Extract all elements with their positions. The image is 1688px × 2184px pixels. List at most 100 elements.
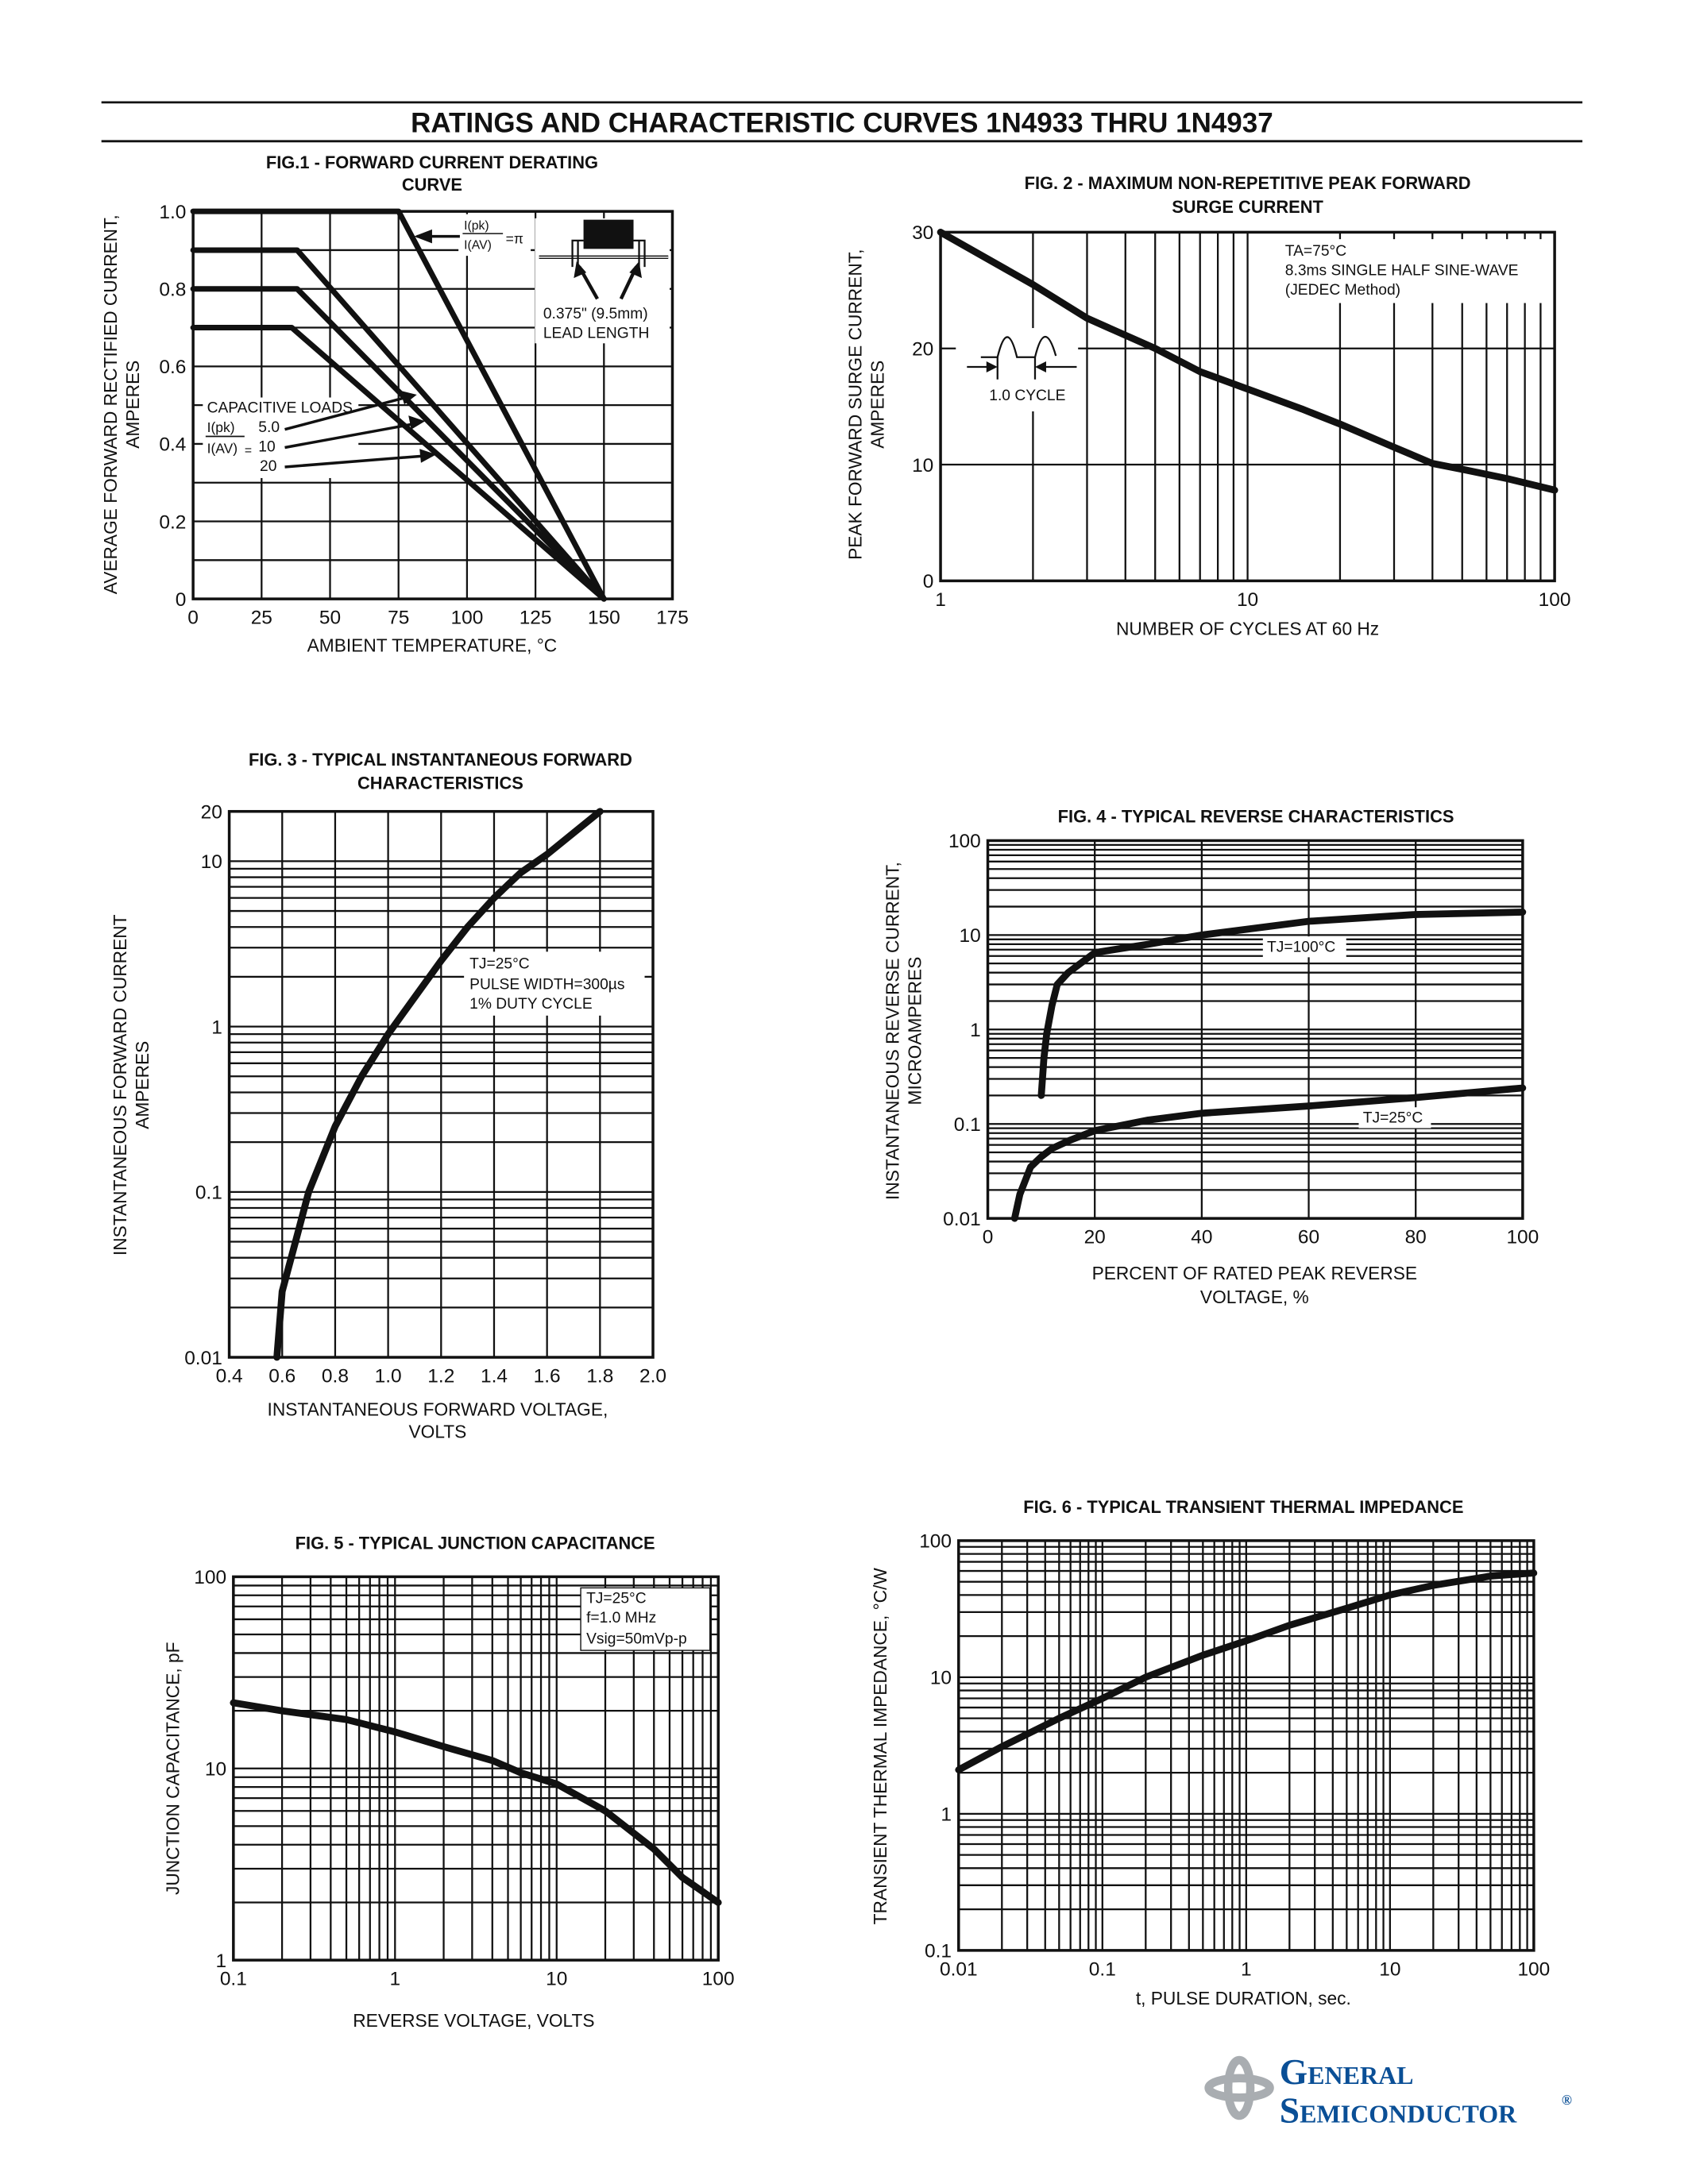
plot-frame <box>191 210 674 600</box>
y-tick-label: 1 <box>211 1017 222 1038</box>
series-label-pi: =π <box>506 230 523 246</box>
chart-title: SURGE CURRENT <box>1172 197 1323 217</box>
chart-title: FIG. 3 - TYPICAL INSTANTANEOUS FORWARD <box>249 750 632 770</box>
annotation-backdrop <box>1358 1107 1431 1129</box>
plot-frame <box>227 809 655 1359</box>
chart-title: CHARACTERISTICS <box>357 774 523 793</box>
arrow-head-icon <box>414 229 432 244</box>
x-axis-label: NUMBER OF CYCLES AT 60 Hz <box>1116 619 1379 639</box>
x-tick-label: 1.4 <box>481 1366 508 1387</box>
diode-lead-icon <box>539 219 669 300</box>
x-tick-label: 100 <box>1517 1958 1550 1980</box>
x-tick-label: 0 <box>187 608 199 629</box>
y-tick-label: 20 <box>912 338 933 360</box>
y-tick-label: 0 <box>923 571 934 592</box>
fig1-derating-chart: FIG.1 - FORWARD CURRENT DERATING CURVE A… <box>100 152 689 656</box>
x-axis-label: VOLTAGE, % <box>1200 1287 1309 1307</box>
annotation-backdrop <box>464 951 645 1016</box>
x-axis-label: AMBIENT TEMPERATURE, °C <box>307 635 558 656</box>
y-tick-label: 0.2 <box>159 511 186 533</box>
page-title: RATINGS AND CHARACTERISTIC CURVES 1N4933… <box>411 107 1273 138</box>
condition-note: Vsig=50mVp-p <box>586 1630 687 1647</box>
x-tick-label: 25 <box>251 608 272 629</box>
x-tick-label: 0.4 <box>216 1366 243 1387</box>
x-tick-label: 0.01 <box>940 1958 978 1980</box>
condition-note: 1% DUTY CYCLE <box>469 996 593 1013</box>
y-tick-label: 10 <box>930 1668 952 1689</box>
x-tick-label: 2.0 <box>639 1366 666 1387</box>
y-tick-label: 1.0 <box>159 202 186 223</box>
y-tick-label: 100 <box>948 831 981 852</box>
series-line-1 <box>955 1569 1538 1773</box>
plot-frame <box>986 839 1524 1220</box>
y-tick-label: 10 <box>201 851 222 873</box>
x-tick-label: 0.6 <box>268 1366 295 1387</box>
inset-backdrop <box>956 328 1079 412</box>
annotation-backdrop <box>1278 239 1545 303</box>
x-tick-label: 1 <box>1241 1958 1252 1980</box>
x-tick-label: 10 <box>1379 1958 1400 1980</box>
general-semiconductor-logo: General Semiconductor ® <box>1204 2051 1572 2131</box>
x-tick-label: 40 <box>1191 1227 1212 1248</box>
x-tick-label: 0 <box>983 1227 994 1248</box>
lead-length-note: LEAD LENGTH <box>543 325 650 341</box>
chart-annotations: I(pk) I(AV) =π 0.375" (9.5mm) LEAD LENGT… <box>203 214 1545 1651</box>
x-tick-label: 150 <box>588 608 620 629</box>
y-tick-label: 10 <box>205 1758 226 1780</box>
y-tick-label: 0.1 <box>195 1183 222 1204</box>
series-line-1 <box>273 808 604 1361</box>
condition-note: f=1.0 MHz <box>586 1610 656 1626</box>
y-tick-label: 0.8 <box>159 279 186 300</box>
series-line-1 <box>190 208 607 602</box>
x-tick-label: 10 <box>1237 589 1258 611</box>
x-tick-label: 100 <box>702 1969 735 1990</box>
fig6-thermal-impedance-chart: FIG. 6 - TYPICAL TRANSIENT THERMAL IMPED… <box>870 1497 1550 2008</box>
x-tick-label: 0.8 <box>322 1366 349 1387</box>
grid-lines <box>228 810 655 1359</box>
series-label-5: 5.0 <box>258 419 280 436</box>
x-tick-label: 100 <box>1506 1227 1539 1248</box>
arrow-head-icon <box>400 390 437 463</box>
x-tick-label: 1.2 <box>427 1366 454 1387</box>
series-line-3 <box>190 286 607 602</box>
capacitive-loads-label: CAPACITIVE LOADS <box>207 400 353 417</box>
y-axis-label: AVERAGE FORWARD RECTIFIED CURRENT, <box>100 214 121 594</box>
y-tick-label: 1 <box>970 1020 981 1041</box>
ratio-denominator: I(AV) <box>464 238 492 252</box>
x-tick-label: 60 <box>1298 1227 1319 1248</box>
x-tick-label: 1.8 <box>586 1366 613 1387</box>
condition-note: TJ=25°C <box>586 1591 647 1607</box>
x-tick-label: 0.1 <box>1089 1958 1116 1980</box>
x-tick-label: 50 <box>319 608 341 629</box>
y-axis-label: INSTANTANEOUS REVERSE CURRENT, <box>883 862 903 1200</box>
plot-frame <box>232 1575 720 1962</box>
grid-lines <box>957 1539 1535 1952</box>
series-line-2 <box>190 247 607 602</box>
y-tick-label: 20 <box>201 801 222 823</box>
y-tick-label: 100 <box>919 1531 952 1553</box>
logo-text-general: General <box>1280 2051 1414 2092</box>
x-tick-label: 1 <box>935 589 946 611</box>
y-tick-label: 0.4 <box>159 434 186 456</box>
chart-title: FIG. 4 - TYPICAL REVERSE CHARACTERISTICS <box>1058 807 1454 827</box>
ratio-denominator: I(AV) <box>207 440 238 456</box>
condition-note: TA=75°C <box>1285 243 1346 260</box>
legend-arrows <box>284 396 426 469</box>
y-axis-label: TRANSIENT THERMAL IMPEDANCE, °C/W <box>870 1568 890 1925</box>
x-axis-label: PERCENT OF RATED PEAK REVERSE <box>1092 1263 1417 1283</box>
condition-note: 8.3ms SINGLE HALF SINE-WAVE <box>1285 263 1519 280</box>
series-line-1 <box>937 229 1559 494</box>
y-tick-label: 1 <box>215 1951 226 1972</box>
cycle-label: 1.0 CYCLE <box>989 388 1065 404</box>
y-axis-label: AMPERES <box>122 361 143 449</box>
x-tick-label: 175 <box>656 608 689 629</box>
x-axis-label: t, PULSE DURATION, sec. <box>1136 1988 1351 2008</box>
series-label-25c: TJ=25°C <box>1363 1109 1423 1126</box>
series-line-4 <box>190 325 607 602</box>
series-line-1 <box>1037 909 1527 1099</box>
x-tick-label: 0.1 <box>220 1969 247 1990</box>
chart-title: CURVE <box>402 175 462 195</box>
y-tick-label: 10 <box>912 455 933 477</box>
